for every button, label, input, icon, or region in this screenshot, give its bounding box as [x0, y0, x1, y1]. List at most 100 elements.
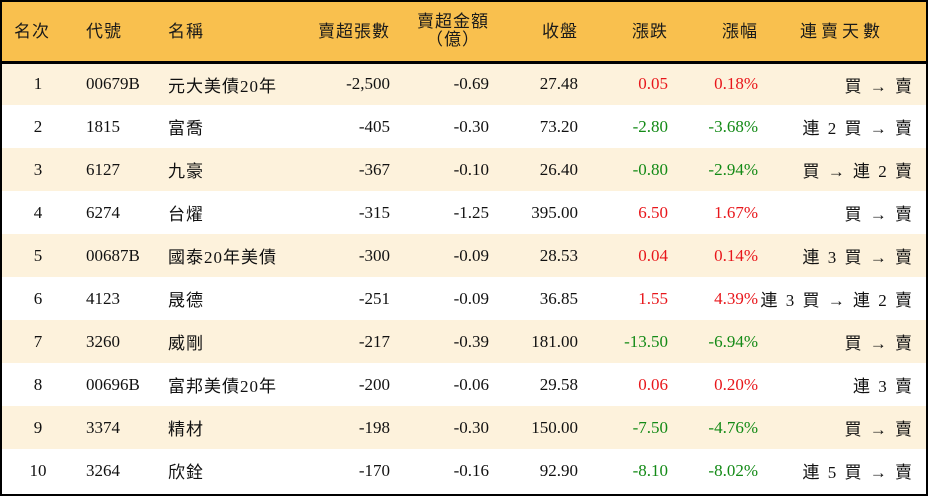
table-row: 6 4123 晟德 -251 -0.09 36.85 1.55 4.39% 連 …	[2, 277, 926, 320]
cell-change: -7.50	[632, 417, 668, 437]
cell-net-sell-lots: -367	[358, 159, 390, 179]
table-row: 4 6274 台燿 -315 -1.25 395.00 6.50 1.67% 買…	[2, 191, 926, 234]
header-net-sell-lots: 賣超張數	[302, 2, 390, 64]
cell-rank: 1	[33, 74, 43, 94]
cell-close: 73.20	[539, 116, 578, 136]
cell-change-pct: -3.68%	[708, 116, 758, 136]
cell-net-sell-amount: -0.39	[453, 331, 489, 351]
cell-streak: 連 3 買 → 連 2 賣	[760, 291, 914, 310]
cell-close: 27.48	[539, 74, 578, 94]
header-streak: 連賣天數	[758, 2, 926, 64]
cell-change-pct: 0.14%	[714, 245, 758, 265]
table-row: 2 1815 富喬 -405 -0.30 73.20 -2.80 -3.68% …	[2, 105, 926, 148]
header-net-sell-amount-unit: （億）	[426, 30, 480, 50]
cell-rank: 7	[33, 331, 43, 351]
cell-name: 富喬	[168, 119, 204, 138]
cell-streak: 買 → 連 2 賣	[802, 162, 914, 181]
cell-net-sell-amount: -0.30	[453, 417, 489, 437]
cell-rank: 8	[33, 374, 43, 394]
cell-streak: 連 3 賣	[853, 377, 914, 396]
header-net-sell-amount-line1: 賣超金額	[417, 12, 489, 32]
cell-net-sell-lots: -2,500	[346, 74, 390, 94]
cell-change: 1.55	[638, 288, 668, 308]
cell-rank: 4	[33, 202, 43, 222]
cell-change: 0.04	[638, 245, 668, 265]
cell-name: 元大美債20年	[168, 76, 277, 96]
cell-code: 3264	[86, 460, 120, 480]
cell-change-pct: 0.18%	[714, 74, 758, 94]
cell-streak: 買 → 賣	[844, 420, 914, 439]
header-net-sell-amount-label: 賣超金額 （億）	[417, 13, 489, 49]
cell-name: 精材	[168, 420, 204, 439]
cell-net-sell-lots: -170	[358, 460, 390, 480]
cell-net-sell-amount: -0.10	[453, 159, 489, 179]
header-close: 收盤	[489, 2, 578, 64]
cell-net-sell-lots: -300	[358, 245, 390, 265]
cell-net-sell-lots: -251	[358, 288, 390, 308]
cell-code: 00696B	[86, 374, 140, 394]
cell-net-sell-amount: -0.16	[453, 460, 489, 480]
cell-code: 4123	[86, 288, 120, 308]
cell-change: -8.10	[632, 460, 668, 480]
cell-code: 3374	[86, 417, 120, 437]
cell-close: 28.53	[539, 245, 578, 265]
header-change-pct: 漲幅	[668, 2, 758, 64]
cell-code: 1815	[86, 116, 120, 136]
cell-streak: 買 → 賣	[844, 76, 914, 96]
cell-net-sell-amount: -0.06	[453, 374, 489, 394]
cell-change-pct: -6.94%	[708, 331, 758, 351]
cell-streak: 買 → 賣	[844, 205, 914, 224]
cell-change: -13.50	[624, 331, 668, 351]
cell-close: 395.00	[531, 202, 578, 222]
cell-name: 國泰20年美債	[168, 248, 277, 267]
cell-code: 6127	[86, 159, 120, 179]
cell-name: 威剛	[168, 334, 204, 353]
cell-net-sell-lots: -315	[358, 202, 390, 222]
cell-name: 晟德	[168, 291, 204, 310]
cell-close: 29.58	[539, 374, 578, 394]
cell-code: 3260	[86, 331, 120, 351]
cell-name: 九豪	[168, 162, 204, 181]
cell-close: 36.85	[539, 288, 578, 308]
cell-streak: 連 5 買 → 賣	[802, 463, 914, 482]
cell-net-sell-lots: -200	[358, 374, 390, 394]
cell-streak: 連 2 買 → 賣	[802, 119, 914, 138]
cell-streak: 連 3 買 → 賣	[802, 248, 914, 267]
cell-rank: 10	[29, 460, 47, 480]
cell-change: 0.06	[638, 374, 668, 394]
cell-close: 181.00	[531, 331, 578, 351]
header-name: 名稱	[160, 2, 302, 64]
table-row: 5 00687B 國泰20年美債 -300 -0.09 28.53 0.04 0…	[2, 234, 926, 277]
table-row: 1 00679B 元大美債20年 -2,500 -0.69 27.48 0.05…	[2, 62, 926, 105]
cell-rank: 2	[33, 116, 43, 136]
cell-change: 0.05	[638, 74, 668, 94]
cell-change-pct: -4.76%	[708, 417, 758, 437]
header-rank: 名次	[2, 2, 74, 64]
cell-change: 6.50	[638, 202, 668, 222]
cell-rank: 3	[33, 159, 43, 179]
cell-close: 26.40	[539, 159, 578, 179]
cell-name: 台燿	[168, 205, 204, 224]
cell-close: 150.00	[531, 417, 578, 437]
header-net-sell-amount: 賣超金額 （億）	[390, 2, 489, 64]
cell-change-pct: 1.67%	[714, 202, 758, 222]
cell-net-sell-amount: -0.69	[453, 74, 489, 94]
table-row: 9 3374 精材 -198 -0.30 150.00 -7.50 -4.76%…	[2, 406, 926, 449]
cell-name: 富邦美債20年	[168, 377, 277, 396]
cell-rank: 5	[33, 245, 43, 265]
table-row: 10 3264 欣銓 -170 -0.16 92.90 -8.10 -8.02%…	[2, 449, 926, 492]
cell-change-pct: 0.20%	[714, 374, 758, 394]
cell-code: 6274	[86, 202, 120, 222]
cell-net-sell-lots: -217	[358, 331, 390, 351]
cell-code: 00687B	[86, 245, 140, 265]
table-row: 8 00696B 富邦美債20年 -200 -0.06 29.58 0.06 0…	[2, 363, 926, 406]
cell-change: -2.80	[632, 116, 668, 136]
header-code: 代號	[74, 2, 160, 64]
cell-net-sell-amount: -0.09	[453, 245, 489, 265]
cell-change-pct: -8.02%	[708, 460, 758, 480]
cell-change: -0.80	[632, 159, 668, 179]
table-row: 3 6127 九豪 -367 -0.10 26.40 -0.80 -2.94% …	[2, 148, 926, 191]
cell-net-sell-amount: -0.30	[453, 116, 489, 136]
